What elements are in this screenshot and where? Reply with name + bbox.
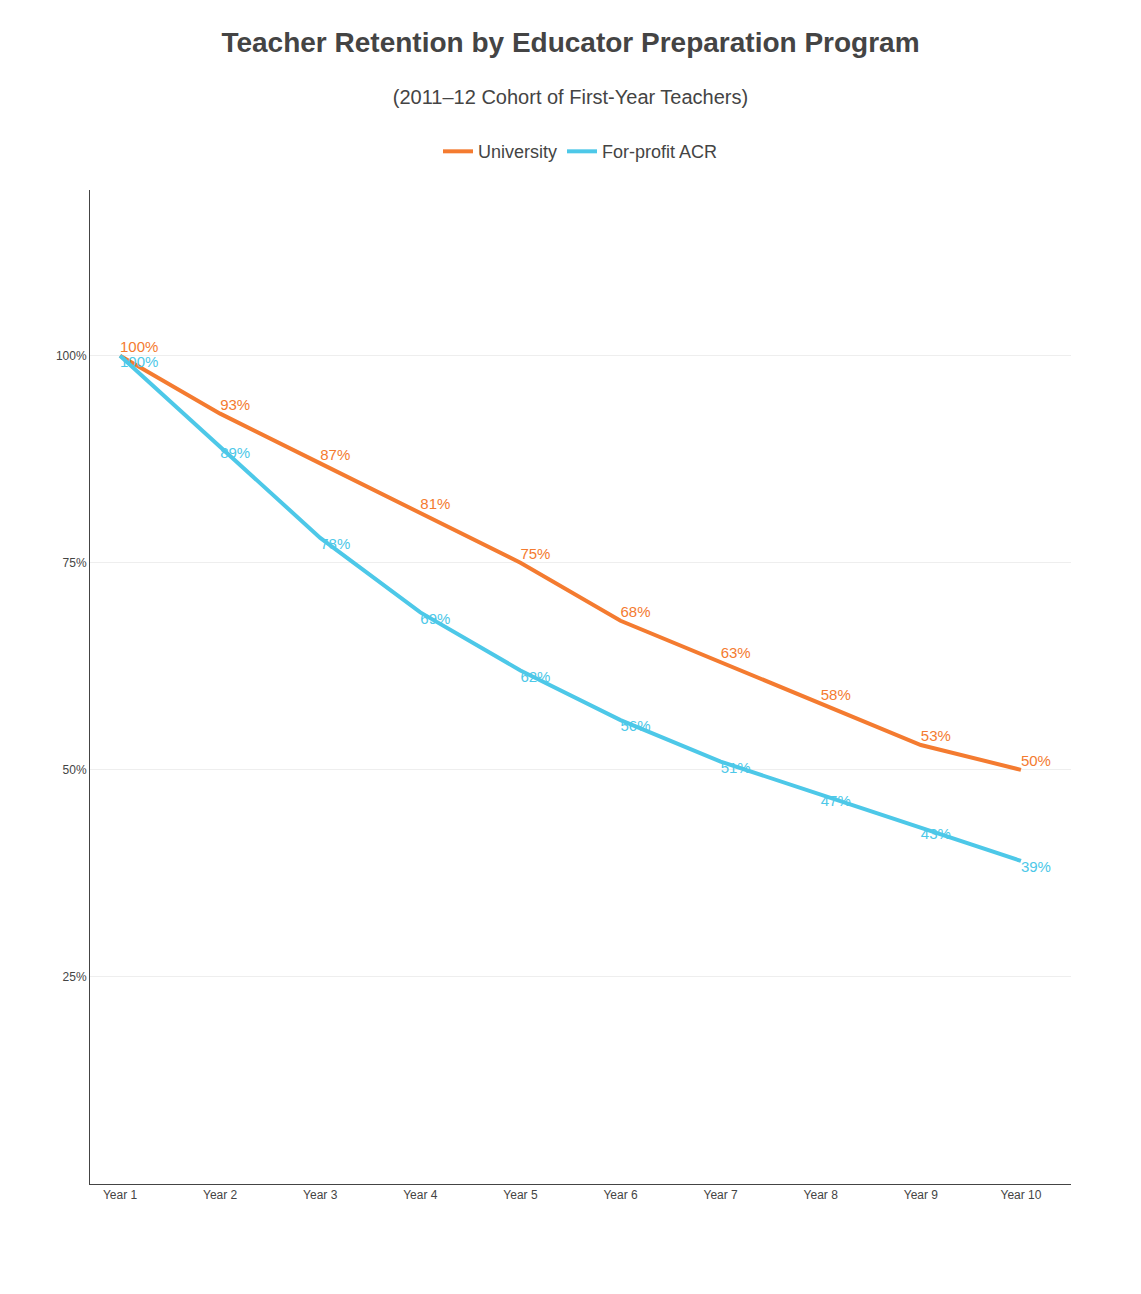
svg-text:Year 7: Year 7	[704, 1188, 739, 1202]
svg-text:Year 4: Year 4	[403, 1188, 438, 1202]
svg-text:100%: 100%	[120, 338, 158, 355]
svg-text:75%: 75%	[520, 545, 550, 562]
svg-text:93%: 93%	[220, 396, 250, 413]
svg-text:53%: 53%	[921, 727, 951, 744]
svg-text:58%: 58%	[821, 686, 851, 703]
svg-text:56%: 56%	[621, 717, 651, 734]
svg-text:(2011–12 Cohort of First-Year: (2011–12 Cohort of First-Year Teachers)	[393, 86, 748, 108]
svg-text:Year 9: Year 9	[904, 1188, 939, 1202]
svg-text:Year 5: Year 5	[503, 1188, 538, 1202]
svg-text:62%: 62%	[520, 668, 550, 685]
svg-text:Year 8: Year 8	[804, 1188, 839, 1202]
svg-text:Year 1: Year 1	[103, 1188, 138, 1202]
svg-text:Year 3: Year 3	[303, 1188, 338, 1202]
svg-text:51%: 51%	[721, 759, 751, 776]
svg-text:75%: 75%	[63, 556, 87, 570]
svg-text:39%: 39%	[1021, 858, 1051, 875]
svg-text:50%: 50%	[63, 763, 87, 777]
svg-text:Year 6: Year 6	[603, 1188, 638, 1202]
svg-text:100%: 100%	[56, 349, 87, 363]
svg-text:43%: 43%	[921, 825, 951, 842]
svg-text:68%: 68%	[621, 603, 651, 620]
svg-text:Year 10: Year 10	[1000, 1188, 1041, 1202]
svg-text:47%: 47%	[821, 792, 851, 809]
svg-text:69%: 69%	[420, 610, 450, 627]
svg-text:89%: 89%	[220, 444, 250, 461]
svg-text:For-profit ACR: For-profit ACR	[602, 142, 717, 162]
svg-text:100%: 100%	[120, 353, 158, 370]
svg-text:Teacher Retention by Educator: Teacher Retention by Educator Preparatio…	[221, 27, 919, 58]
svg-text:Year 2: Year 2	[203, 1188, 238, 1202]
svg-text:78%: 78%	[320, 535, 350, 552]
svg-text:50%: 50%	[1021, 752, 1051, 769]
svg-text:25%: 25%	[63, 970, 87, 984]
svg-text:63%: 63%	[721, 644, 751, 661]
svg-text:University: University	[478, 142, 557, 162]
svg-text:87%: 87%	[320, 446, 350, 463]
svg-text:81%: 81%	[420, 495, 450, 512]
